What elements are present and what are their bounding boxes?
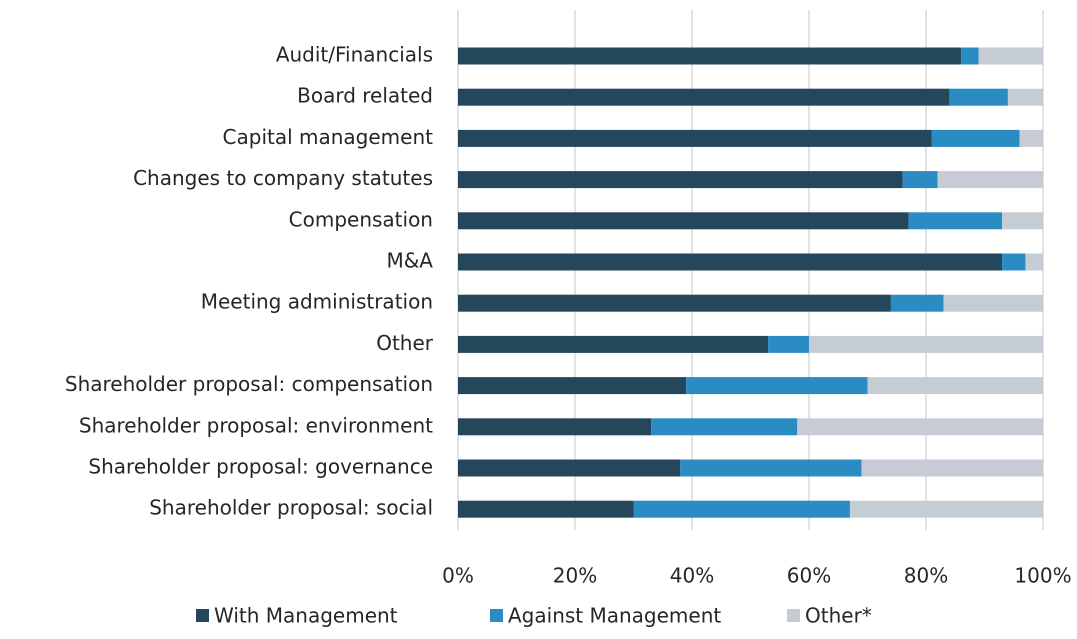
category-label: Shareholder proposal: governance [88, 455, 433, 479]
bar-segment [797, 418, 1043, 436]
x-tick-label: 0% [442, 564, 474, 588]
bar-segment [458, 212, 909, 230]
bar-segment [1002, 212, 1043, 230]
bar-segment [1002, 253, 1026, 271]
category-label: Shareholder proposal: compensation [65, 372, 433, 396]
bar-segment [686, 377, 868, 395]
category-label: Meeting administration [201, 290, 433, 314]
bar-segment [458, 377, 687, 395]
bar-segment [458, 129, 932, 147]
bar-segment [949, 88, 1008, 106]
bar-segment [943, 294, 1043, 312]
bar-segment [890, 294, 944, 312]
legend-label: Other* [805, 604, 872, 628]
x-tick-label: 40% [670, 564, 714, 588]
bar-segment [867, 377, 1043, 395]
category-label: Other [376, 331, 434, 355]
legend-swatch [787, 609, 800, 622]
bar-segment [458, 88, 950, 106]
category-label: Audit/Financials [276, 43, 433, 67]
bar-segment [849, 500, 1043, 518]
bar-segment [1007, 88, 1043, 106]
legend-swatch [196, 609, 209, 622]
bar-segment [809, 335, 1043, 353]
category-label: Board related [297, 84, 433, 108]
bar-segment [458, 418, 652, 436]
bar-segment [902, 171, 938, 189]
bar-segment [961, 47, 979, 65]
bar-segment [1019, 129, 1043, 147]
legend-label: Against Management [508, 604, 721, 628]
bar-segment [633, 500, 850, 518]
legend-swatch [490, 609, 503, 622]
bar-segment [931, 129, 1020, 147]
bar-segment [680, 459, 862, 477]
bar-segment [768, 335, 809, 353]
bar-segment [978, 47, 1043, 65]
x-tick-label: 100% [1014, 564, 1071, 588]
bar-segment [458, 335, 769, 353]
bar-segment [1025, 253, 1043, 271]
bar-segment [458, 500, 634, 518]
x-tick-label: 20% [553, 564, 597, 588]
category-label: Shareholder proposal: environment [79, 413, 433, 437]
x-tick-label: 80% [904, 564, 948, 588]
category-label: Shareholder proposal: social [149, 496, 433, 520]
bar-segment [861, 459, 1043, 477]
legend-label: With Management [214, 604, 398, 628]
bar-segment [458, 294, 891, 312]
bar-segment [458, 47, 962, 65]
bar-segment [458, 459, 681, 477]
x-tick-label: 60% [787, 564, 831, 588]
bar-segment [651, 418, 798, 436]
bar-segment [908, 212, 1003, 230]
category-label: Changes to company statutes [133, 166, 433, 190]
bar-segment [458, 171, 903, 189]
category-label: Capital management [223, 125, 434, 149]
category-label: M&A [386, 249, 433, 273]
bar-segment [937, 171, 1043, 189]
bar-segment [458, 253, 1003, 271]
category-label: Compensation [289, 207, 433, 231]
